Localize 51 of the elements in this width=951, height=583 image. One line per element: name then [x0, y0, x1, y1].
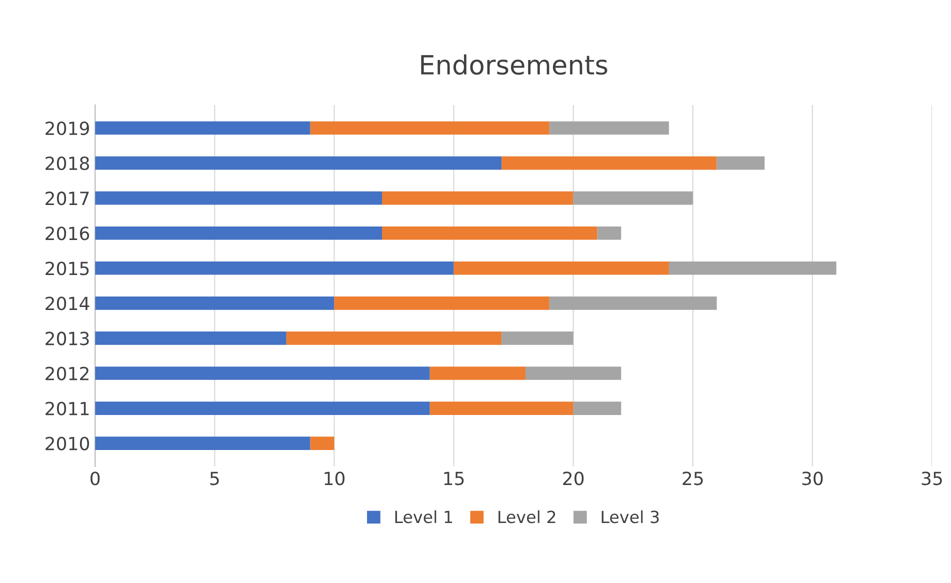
bar — [95, 156, 502, 170]
x-tick-label: 25 — [682, 472, 703, 486]
bar — [95, 191, 382, 205]
x-tick-label: 15 — [444, 472, 464, 486]
y-tick-label: 2019 — [46, 121, 89, 136]
bar — [430, 366, 526, 380]
bar — [95, 366, 430, 380]
y-tick-label: 2012 — [46, 366, 88, 380]
bar — [549, 296, 717, 310]
chart-title: Endorsements — [421, 54, 608, 75]
bar — [502, 156, 717, 170]
bar — [716, 156, 765, 170]
bar — [668, 262, 836, 275]
x-tick-label: 0 — [90, 472, 100, 486]
bar — [382, 226, 598, 240]
bar — [286, 332, 502, 345]
y-tick-label: 2011 — [46, 402, 89, 416]
bar — [430, 402, 574, 415]
y-tick-label: 2010 — [46, 436, 90, 450]
bar — [334, 296, 550, 310]
bar — [95, 436, 310, 450]
x-tick-label: 35 — [922, 472, 942, 486]
bar — [549, 121, 669, 135]
bar — [95, 121, 310, 135]
y-tick-label: 2014 — [46, 296, 90, 310]
legend-label: Level 2 — [498, 510, 556, 524]
bar — [310, 121, 550, 135]
bar — [454, 262, 669, 275]
bar — [95, 226, 382, 240]
y-tick-label: 2018 — [46, 156, 89, 170]
bar — [95, 332, 286, 345]
bar — [502, 332, 574, 345]
bar — [573, 191, 693, 205]
x-tick-label: 5 — [210, 472, 219, 486]
y-tick-label: 2015 — [46, 262, 89, 276]
y-tick-label: 2016 — [46, 226, 90, 240]
bar — [95, 402, 430, 415]
y-tick-label: 2013 — [46, 332, 89, 346]
legend-label: Level 1 — [395, 510, 452, 524]
legend-label: Level 3 — [602, 510, 659, 524]
x-tick-label: 10 — [324, 472, 344, 486]
x-tick-label: 30 — [802, 472, 823, 486]
bar — [95, 296, 334, 310]
x-tick-label: 20 — [563, 472, 584, 486]
bar — [525, 366, 622, 380]
bar — [95, 262, 454, 275]
y-tick-label: 2017 — [46, 192, 89, 206]
bar — [597, 226, 622, 240]
bar — [573, 402, 622, 415]
bar — [382, 191, 574, 205]
bar — [310, 436, 334, 450]
